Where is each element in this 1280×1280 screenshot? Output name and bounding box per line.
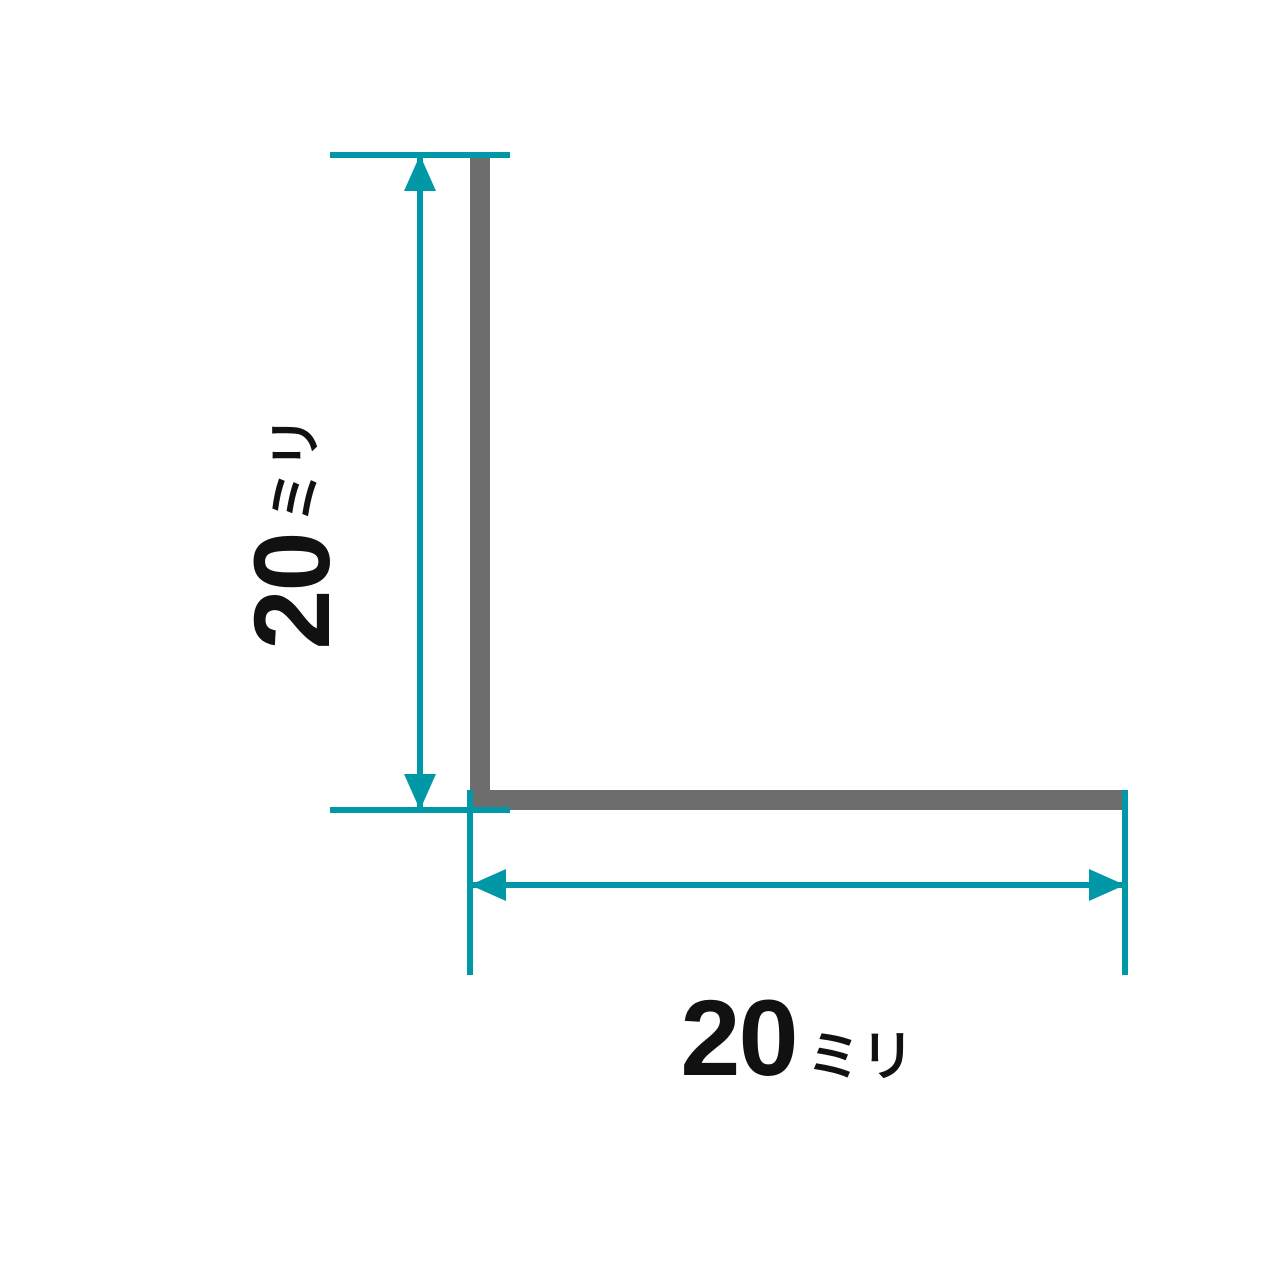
h-dim-value: 20	[680, 977, 796, 1098]
v-dim-unit: ミリ	[266, 415, 326, 523]
v-dim-label: 20ミリ	[231, 415, 352, 649]
dimension-diagram: 20ミリ20ミリ	[0, 0, 1280, 1280]
v-dim-text: 20ミリ	[231, 415, 352, 649]
v-arrow-top	[404, 155, 436, 191]
h-dim-label: 20ミリ	[680, 977, 914, 1098]
h-dim-unit: ミリ	[807, 1027, 915, 1087]
v-arrow-bottom	[404, 774, 436, 810]
h-arrow-right	[1089, 869, 1125, 901]
v-dim-value: 20	[231, 533, 352, 649]
angle-profile	[470, 155, 1125, 810]
h-arrow-left	[470, 869, 506, 901]
